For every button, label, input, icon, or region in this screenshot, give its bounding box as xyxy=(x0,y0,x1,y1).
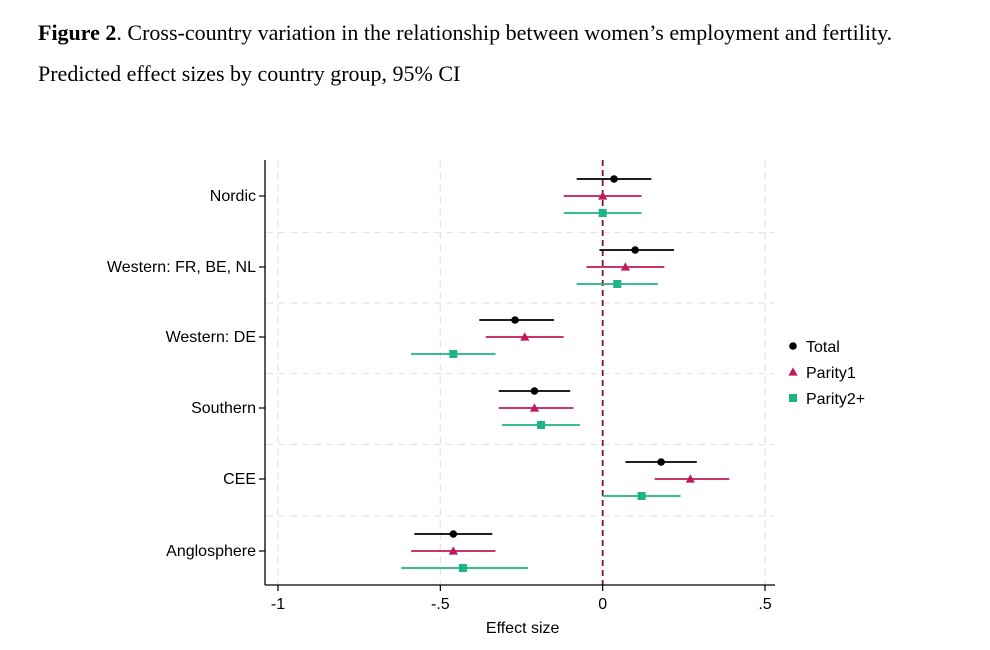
point-triangle xyxy=(529,403,540,412)
legend: Total Parity1 Parity2+ xyxy=(788,339,865,408)
x-tick-label: -1 xyxy=(271,596,285,613)
legend-label: Parity1 xyxy=(806,365,856,382)
point-square xyxy=(449,350,458,358)
y-category-label: Western: FR, BE, NL xyxy=(107,259,256,276)
legend-marker-triangle xyxy=(788,367,798,376)
y-category-label: Western: DE xyxy=(166,329,256,346)
x-tick-label: -.5 xyxy=(431,596,450,613)
point-circle xyxy=(657,458,665,466)
x-tick-label: 0 xyxy=(598,596,607,613)
point-square xyxy=(598,209,607,217)
grid-layer xyxy=(266,160,775,585)
point-triangle xyxy=(620,262,630,271)
point-triangle xyxy=(598,191,608,200)
point-circle xyxy=(530,387,539,395)
figure-number: Figure 2 xyxy=(38,20,117,45)
legend-label: Parity2+ xyxy=(806,391,865,408)
point-circle xyxy=(610,175,618,183)
y-category-label: Nordic xyxy=(210,188,256,205)
y-category-label: Anglosphere xyxy=(166,543,256,560)
y-category-label: CEE xyxy=(223,471,256,488)
point-circle xyxy=(511,316,519,324)
legend-marker-circle xyxy=(789,342,797,350)
y-category-label: Southern xyxy=(191,400,256,417)
point-triangle xyxy=(448,546,458,555)
point-circle xyxy=(449,530,458,538)
figure-subtitle: Predicted effect sizes by country group,… xyxy=(38,61,461,86)
point-square xyxy=(459,564,468,572)
point-circle xyxy=(631,246,639,254)
point-triangle xyxy=(685,474,695,483)
x-axis-title: Effect size xyxy=(486,620,560,637)
point-triangle xyxy=(520,332,530,341)
figure-title-text: . Cross-country variation in the relatio… xyxy=(116,20,893,45)
legend-label: Total xyxy=(806,339,840,356)
point-square xyxy=(536,421,545,429)
point-square xyxy=(613,280,622,288)
x-tick-label: .5 xyxy=(758,596,771,613)
point-square xyxy=(637,492,646,500)
legend-marker-square xyxy=(789,394,797,402)
axes-layer: -1 -.5 0 .5 Effect size Nordic Western: FR, BE… xyxy=(107,160,775,637)
marks-layer xyxy=(401,175,730,572)
figure-title: Figure 2. Cross-country variation in the… xyxy=(38,18,983,48)
